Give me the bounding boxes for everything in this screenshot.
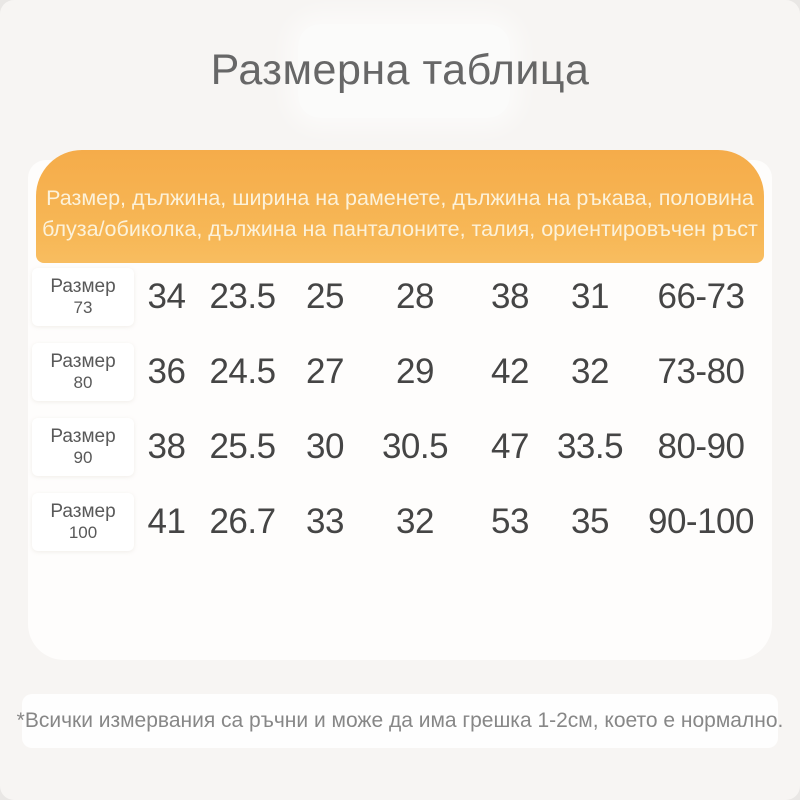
table-cell: 30.5	[381, 426, 449, 466]
size-label-text: Размер	[50, 425, 116, 447]
table-cell: 34	[147, 276, 186, 316]
size-label-box: Размер 100	[32, 492, 134, 551]
table-cell: 66-73	[657, 276, 745, 316]
table-cell: 27	[306, 351, 344, 391]
table-cell: 23.5	[209, 276, 276, 316]
table-cell: 38	[147, 426, 186, 466]
footnote-band: *Всички измервания са ръчни и може да им…	[17, 694, 783, 748]
table-row-size-90: Размер 90 38 25.5 30 30.5 47 33.5 80-90	[28, 409, 772, 484]
table-cell: 33	[306, 501, 344, 541]
size-table: Размер 73 34 23.5 25 28 38 31 66-73 Разм…	[28, 259, 772, 559]
size-label-number: 90	[73, 447, 93, 467]
table-cell: 30	[306, 426, 344, 466]
table-cell: 26.7	[209, 501, 276, 541]
table-header: Размер, дължина, ширина на раменете, дъл…	[36, 150, 764, 263]
table-cell: 33.5	[556, 426, 624, 466]
table-row-size-80: Размер 80 36 24.5 27 29 42 32 73-80	[28, 334, 772, 409]
table-cell: 24.5	[209, 351, 276, 391]
table-cell: 36	[147, 351, 186, 391]
size-label-number: 80	[73, 372, 93, 392]
title-backdrop	[298, 24, 510, 118]
table-cell: 35	[571, 501, 609, 541]
table-cell: 31	[571, 276, 609, 316]
table-header-line-1: Размер, дължина, ширина на раменете, дъл…	[46, 185, 754, 210]
table-cell: 25.5	[209, 426, 276, 466]
table-cell: 32	[571, 351, 609, 391]
table-cell: 42	[491, 351, 529, 391]
table-row-size-73: Размер 73 34 23.5 25 28 38 31 66-73	[28, 259, 772, 334]
table-header-line-2: блуза/обиколка, дължина на панталоните, …	[42, 216, 758, 241]
table-cell: 73-80	[657, 351, 745, 391]
table-cell: 25	[306, 276, 344, 316]
table-cell: 90-100	[648, 501, 754, 541]
size-label-box: Размер 80	[32, 342, 134, 401]
size-label-text: Размер	[50, 275, 116, 297]
table-cell: 80-90	[657, 426, 745, 466]
table-cell: 32	[396, 501, 434, 541]
size-label-box: Размер 73	[32, 267, 134, 326]
table-cell: 53	[491, 501, 529, 541]
size-label-number: 100	[68, 522, 98, 542]
table-cell: 29	[396, 351, 434, 391]
size-label-text: Размер	[50, 500, 116, 522]
size-label-number: 73	[73, 297, 93, 317]
table-cell: 38	[491, 276, 529, 316]
table-cell: 47	[491, 426, 529, 466]
table-row-size-100: Размер 100 41 26.7 33 32 53 35 90-100	[28, 484, 772, 559]
size-label-text: Размер	[50, 350, 116, 372]
footnote: *Всички измервания са ръчни и може да им…	[16, 709, 784, 732]
table-cell: 28	[396, 276, 434, 316]
size-label-box: Размер 90	[32, 417, 134, 476]
table-cell: 41	[147, 501, 186, 541]
page-title: Размерна таблица	[210, 46, 590, 94]
